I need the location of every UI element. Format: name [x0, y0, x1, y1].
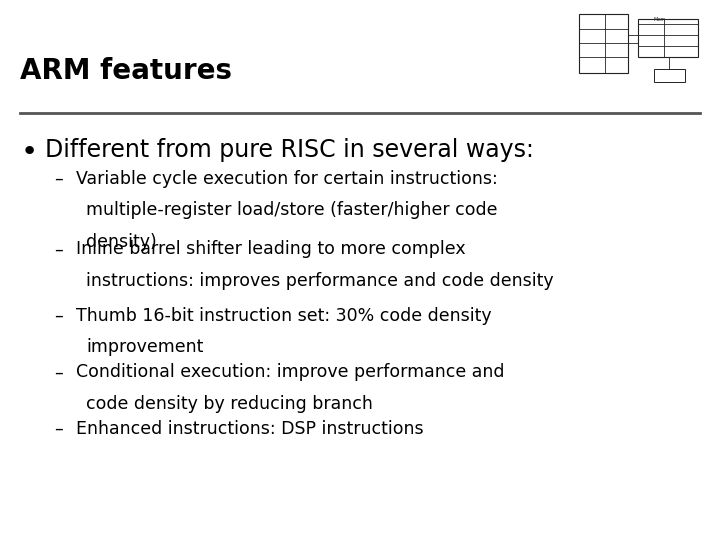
Text: improvement: improvement	[86, 338, 204, 356]
Text: code density by reducing branch: code density by reducing branch	[86, 395, 373, 413]
Text: Different from pure RISC in several ways:: Different from pure RISC in several ways…	[45, 138, 534, 161]
Text: Enhanced instructions: DSP instructions: Enhanced instructions: DSP instructions	[76, 420, 423, 438]
Text: Thumb 16-bit instruction set: 30% code density: Thumb 16-bit instruction set: 30% code d…	[76, 307, 491, 325]
Text: –: –	[54, 307, 63, 325]
Text: Mem: Mem	[654, 17, 666, 22]
Bar	[579, 14, 628, 73]
Text: Conditional execution: improve performance and: Conditional execution: improve performan…	[76, 363, 504, 381]
Text: instructions: improves performance and code density: instructions: improves performance and c…	[86, 272, 554, 289]
Text: •: •	[20, 138, 37, 166]
Text: –: –	[54, 240, 63, 258]
Text: Inline barrel shifter leading to more complex: Inline barrel shifter leading to more co…	[76, 240, 465, 258]
Text: –: –	[54, 363, 63, 381]
Text: density): density)	[86, 233, 157, 251]
Bar	[638, 19, 698, 57]
Text: –: –	[54, 420, 63, 438]
Text: –: –	[54, 170, 63, 188]
Bar	[654, 69, 685, 82]
Text: Variable cycle execution for certain instructions:: Variable cycle execution for certain ins…	[76, 170, 498, 188]
Text: ARM features: ARM features	[20, 57, 232, 85]
Text: multiple-register load/store (faster/higher code: multiple-register load/store (faster/hig…	[86, 201, 498, 219]
